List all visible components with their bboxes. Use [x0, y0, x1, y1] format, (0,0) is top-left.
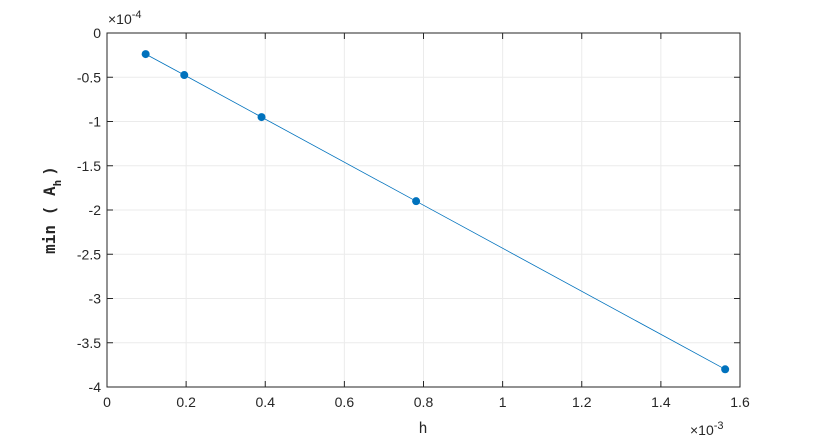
y-tick-label: -4	[89, 379, 102, 395]
x-tick-label: 0.6	[335, 394, 355, 410]
y-label-suffix: )	[40, 166, 59, 176]
x-tick-label: 0.2	[176, 394, 196, 410]
x-tick-label: 1.2	[572, 394, 592, 410]
data-point	[142, 50, 150, 58]
x-tick-label: 1	[499, 394, 507, 410]
data-point	[258, 113, 266, 121]
y-tick-label: 0	[93, 25, 101, 41]
y-exponent-base: ×10	[108, 11, 132, 27]
y-axis-exponent: ×10-4	[108, 9, 142, 27]
y-tick-label: -3	[89, 291, 102, 307]
y-tick-label: -2.5	[77, 246, 101, 262]
x-exponent-base: ×10	[690, 422, 714, 438]
axis-ticks: 0 0.2 0.4 0.6 0.8 1 1.2 1.4 1.6 0 -0.5 -1 -1.5 -2 -2.5…	[77, 25, 750, 410]
x-exponent-power: -3	[714, 420, 724, 432]
data-point	[412, 197, 420, 205]
y-tick-label: -1	[89, 114, 102, 130]
x-axis-label: h	[418, 419, 427, 437]
x-axis-exponent: ×10-3	[690, 420, 724, 438]
y-tick-label: -1.5	[77, 158, 101, 174]
data-point	[721, 365, 729, 373]
y-tick-label: -3.5	[77, 335, 101, 351]
series-line	[146, 54, 726, 369]
y-axis-label: min ( Ah)	[40, 166, 64, 254]
series-plot	[142, 50, 730, 373]
grid-lines	[107, 33, 740, 387]
x-tick-label: 0.8	[414, 394, 434, 410]
x-tick-label: 1.4	[651, 394, 671, 410]
x-tick-label: 0	[103, 394, 111, 410]
y-tick-label: -0.5	[77, 69, 101, 85]
x-tick-label: 0.4	[256, 394, 276, 410]
y-exponent-power: -4	[132, 9, 142, 21]
x-tick-label: 1.6	[730, 394, 750, 410]
y-label-subscript: h	[51, 180, 64, 187]
y-tick-label: -2	[89, 202, 102, 218]
data-point	[180, 71, 188, 79]
y-label-prefix: min ( A	[40, 186, 59, 254]
